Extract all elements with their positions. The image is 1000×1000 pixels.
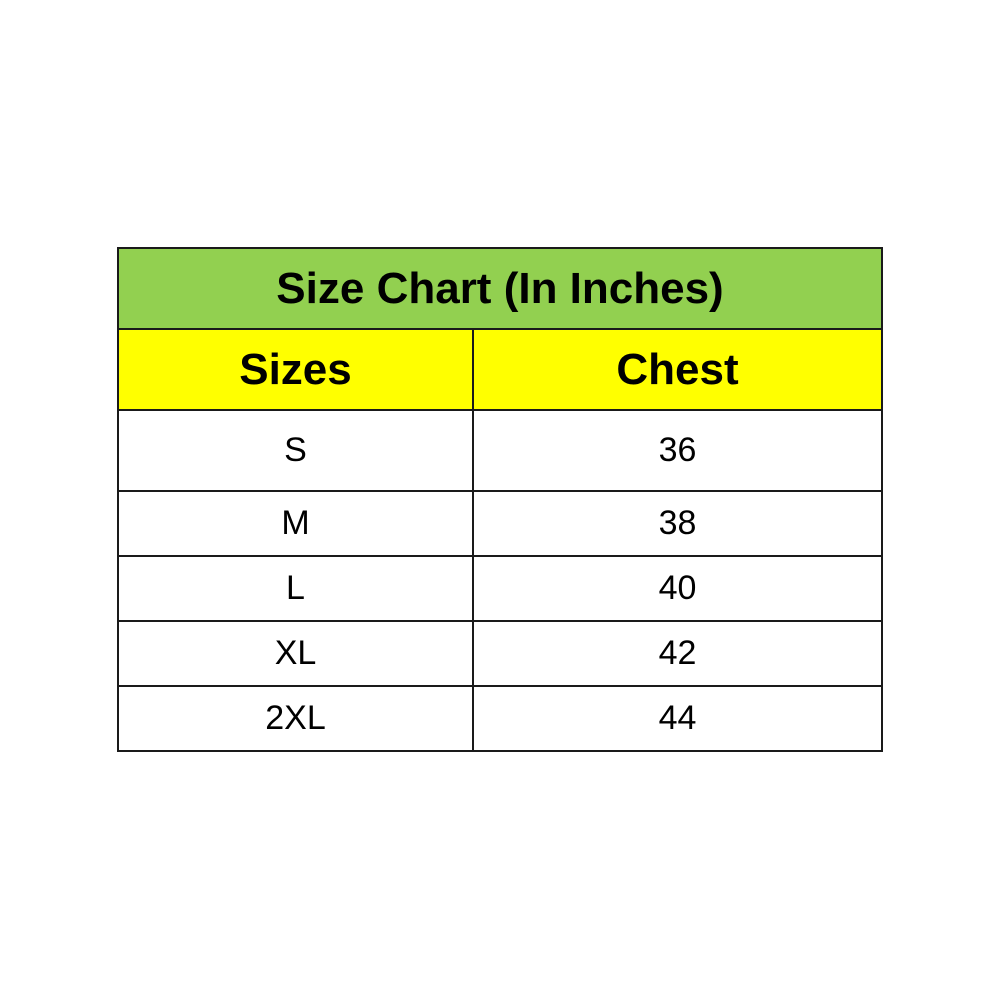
- size-cell: XL: [117, 620, 474, 687]
- size-cell: M: [117, 490, 474, 557]
- table-row: S 36: [117, 409, 884, 492]
- header-chest: Chest: [471, 328, 884, 411]
- chest-cell: 44: [471, 685, 884, 752]
- chest-cell: 36: [471, 409, 884, 492]
- table-title: Size Chart (In Inches): [116, 247, 884, 330]
- chest-cell: 40: [471, 555, 884, 622]
- chest-cell: 42: [471, 620, 884, 687]
- size-cell: 2XL: [117, 685, 474, 752]
- table-row: XL 42: [117, 620, 884, 687]
- table-row: 2XL 44: [117, 685, 884, 752]
- table-row: M 38: [117, 490, 884, 557]
- size-cell: S: [117, 409, 474, 492]
- size-cell: L: [117, 555, 474, 622]
- size-chart-table: Size Chart (In Inches) Sizes Chest S 36 …: [116, 247, 884, 752]
- header-sizes: Sizes: [117, 328, 474, 411]
- chest-cell: 38: [471, 490, 884, 557]
- table-row: L 40: [117, 555, 884, 622]
